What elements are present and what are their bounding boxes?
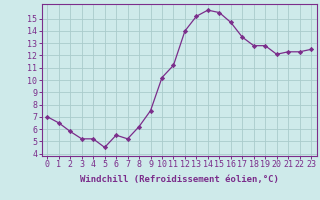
X-axis label: Windchill (Refroidissement éolien,°C): Windchill (Refroidissement éolien,°C) [80,175,279,184]
